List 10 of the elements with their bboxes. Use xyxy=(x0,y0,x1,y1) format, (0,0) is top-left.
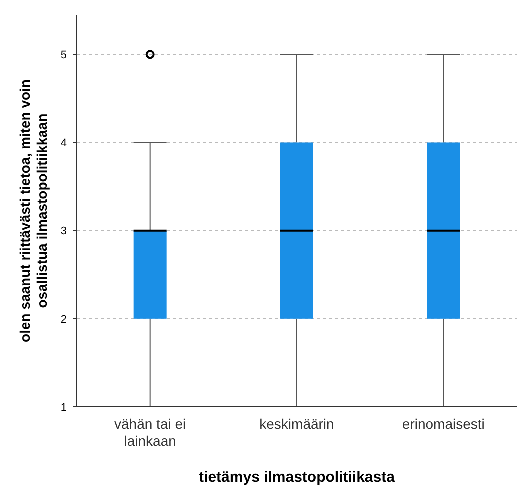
x-tick-label: vähän tai ei lainkaan xyxy=(114,416,186,449)
y-tick-label: 4 xyxy=(60,138,67,150)
x-tick-label: keskimäärin xyxy=(260,416,334,432)
y-tick-label: 5 xyxy=(60,49,67,62)
y-axis-title: olen saanut riittävästi tietoa, miten voin osallistua ilmastopolitiikkaan xyxy=(17,80,50,342)
y-tick-label: 1 xyxy=(60,402,67,414)
y-tick-label: 2 xyxy=(60,314,67,326)
y-tick-label: 3 xyxy=(60,226,67,238)
x-tick-label: erinomaisesti xyxy=(402,416,485,432)
x-axis-title: tietämys ilmastopolitiikasta xyxy=(199,469,396,486)
